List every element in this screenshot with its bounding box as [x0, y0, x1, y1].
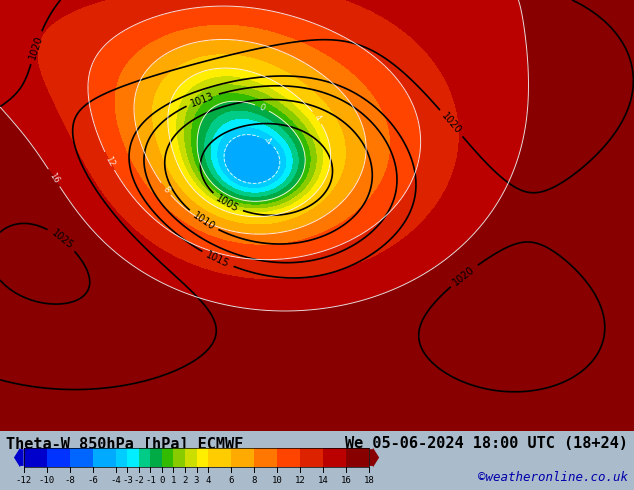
- Text: 1015: 1015: [204, 250, 231, 270]
- Text: We 05-06-2024 18:00 UTC (18+24): We 05-06-2024 18:00 UTC (18+24): [345, 436, 628, 451]
- Text: -10: -10: [39, 476, 55, 485]
- Text: ©weatheronline.co.uk: ©weatheronline.co.uk: [477, 471, 628, 484]
- Text: 4: 4: [312, 113, 322, 122]
- Text: 1020: 1020: [451, 264, 477, 287]
- Text: 8: 8: [252, 476, 257, 485]
- Text: 1020: 1020: [27, 34, 44, 61]
- Bar: [185, 448, 197, 467]
- FancyArrow shape: [14, 448, 23, 467]
- Text: -3: -3: [122, 476, 133, 485]
- Text: 0: 0: [258, 102, 266, 113]
- Text: -1: -1: [145, 476, 156, 485]
- Text: 12: 12: [103, 154, 116, 168]
- Bar: [116, 448, 127, 467]
- Bar: [231, 448, 254, 467]
- Text: 14: 14: [318, 476, 328, 485]
- Text: Theta-W 850hPa [hPa] ECMWF: Theta-W 850hPa [hPa] ECMWF: [6, 436, 243, 451]
- Text: 6: 6: [228, 476, 234, 485]
- Bar: [197, 448, 208, 467]
- Bar: [139, 448, 150, 467]
- Text: -2: -2: [134, 476, 145, 485]
- Bar: [127, 448, 139, 467]
- Text: -4: -4: [261, 135, 273, 147]
- Bar: [70, 448, 93, 467]
- FancyArrow shape: [370, 448, 379, 467]
- Text: -4: -4: [110, 476, 121, 485]
- Bar: [23, 448, 47, 467]
- Text: 12: 12: [295, 476, 306, 485]
- Text: 1010: 1010: [190, 210, 216, 232]
- Text: 8: 8: [160, 184, 171, 194]
- Bar: [208, 448, 231, 467]
- Text: 1020: 1020: [439, 111, 463, 136]
- Bar: [150, 448, 162, 467]
- Bar: [277, 448, 301, 467]
- Bar: [47, 448, 70, 467]
- Text: -6: -6: [87, 476, 98, 485]
- Text: 2: 2: [183, 476, 188, 485]
- Bar: [162, 448, 174, 467]
- Bar: [346, 448, 370, 467]
- Bar: [323, 448, 346, 467]
- Text: 1005: 1005: [214, 193, 240, 214]
- Text: -8: -8: [65, 476, 75, 485]
- Text: 16: 16: [48, 171, 61, 185]
- Text: 3: 3: [194, 476, 199, 485]
- Text: 1: 1: [171, 476, 176, 485]
- Text: 10: 10: [272, 476, 283, 485]
- Text: 18: 18: [364, 476, 375, 485]
- Bar: [254, 448, 277, 467]
- Text: -12: -12: [16, 476, 32, 485]
- Text: 1013: 1013: [189, 91, 216, 108]
- Bar: [93, 448, 116, 467]
- Text: 0: 0: [159, 476, 165, 485]
- Text: 16: 16: [341, 476, 352, 485]
- Bar: [174, 448, 185, 467]
- Text: 1025: 1025: [49, 228, 75, 251]
- Text: 4: 4: [205, 476, 210, 485]
- Bar: [301, 448, 323, 467]
